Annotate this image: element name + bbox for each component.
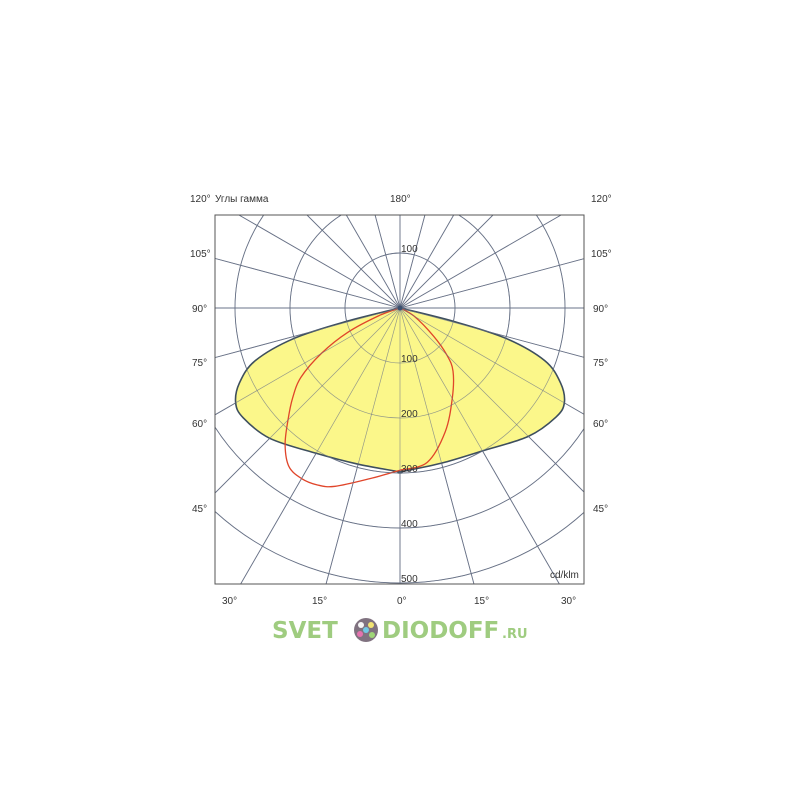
left-angle-label: 120° xyxy=(190,194,211,205)
svg-text:SVET: SVET xyxy=(272,618,338,644)
left-angle-label: 90° xyxy=(192,304,207,315)
right-angle-label: 30° xyxy=(561,596,576,607)
left-angle-label: 45° xyxy=(192,504,207,515)
right-angle-label: 60° xyxy=(593,419,608,430)
grid-spoke-overlay xyxy=(346,215,560,584)
radial-tick-label: 400 xyxy=(401,519,418,530)
grid-spoke-overlay xyxy=(306,215,584,493)
right-angle-label: 75° xyxy=(593,358,608,369)
grid-spoke-overlay xyxy=(240,215,454,584)
right-angle-label: 120° xyxy=(591,194,612,205)
bottom-angle-label: 15° xyxy=(474,596,489,607)
grid-ring-overlay xyxy=(215,426,584,529)
grid-spoke-overlay xyxy=(325,215,426,584)
svg-text:DIODOFF: DIODOFF xyxy=(382,618,499,644)
grid-ring-overlay xyxy=(234,215,566,474)
radial-tick-label: 100 xyxy=(401,354,418,365)
radial-tick-label: 100 xyxy=(401,244,418,255)
grid-ring-overlay xyxy=(344,252,456,364)
left-angle-label: 105° xyxy=(190,249,211,260)
grid-ring-overlay xyxy=(215,510,584,584)
plot-frame xyxy=(214,214,585,585)
grid-spoke-overlay xyxy=(215,215,562,416)
intensity-curve-2 xyxy=(284,307,455,488)
right-angle-label: 90° xyxy=(593,304,608,315)
center-point xyxy=(397,305,403,311)
radial-tick-label: 300 xyxy=(401,464,418,475)
right-angle-label: 105° xyxy=(591,249,612,260)
angle-label-top: 180° xyxy=(390,194,411,205)
grid-ring-overlay xyxy=(289,215,511,419)
grid-spoke-overlay xyxy=(215,215,494,494)
grid-spoke-overlay xyxy=(374,215,475,584)
left-angle-label: 75° xyxy=(192,358,207,369)
bottom-angle-label: 15° xyxy=(312,596,327,607)
svg-text:.RU: .RU xyxy=(502,627,528,642)
left-angle-label: 60° xyxy=(192,419,207,430)
radial-tick-label: 200 xyxy=(401,409,418,420)
grid-spoke-overlay xyxy=(238,215,584,415)
right-angle-label: 45° xyxy=(593,504,608,515)
bottom-angle-label: 0° xyxy=(397,596,407,607)
watermark-logo: SVET DIODOFF .RU xyxy=(272,618,528,644)
left-angle-label: 30° xyxy=(222,596,237,607)
chart-title: Углы гамма xyxy=(215,194,269,205)
radial-tick-label: 500 xyxy=(401,574,418,585)
unit-label: cd/klm xyxy=(550,570,579,581)
